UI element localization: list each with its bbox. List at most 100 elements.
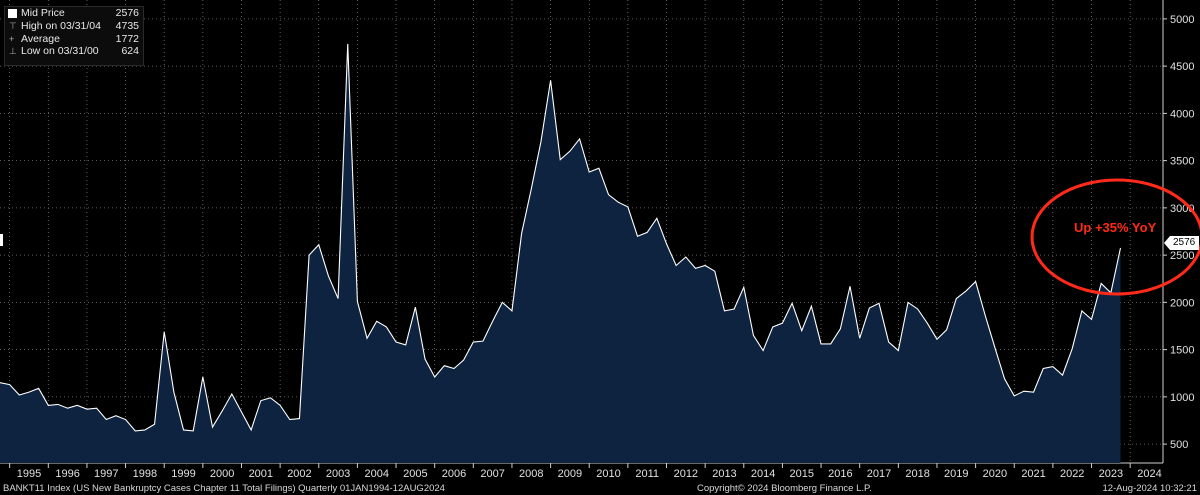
legend-row-low: ⊥ Low on 03/31/00 624 — [5, 45, 143, 58]
data-point — [560, 159, 561, 160]
data-point — [434, 376, 435, 377]
legend-box: Mid Price 2576 ⊤ High on 03/31/04 4735 +… — [4, 6, 144, 66]
data-point — [463, 359, 464, 360]
data-point — [579, 138, 580, 139]
data-point — [666, 243, 667, 244]
data-point — [1101, 283, 1102, 284]
data-point — [154, 424, 155, 425]
x-tick-label: 2009 — [558, 468, 582, 480]
data-point — [77, 405, 78, 406]
data-point — [840, 328, 841, 329]
legend-average-value: 1772 — [115, 32, 139, 45]
low-marker-icon: ⊥ — [9, 46, 17, 57]
data-point — [144, 429, 145, 430]
data-point — [598, 168, 599, 169]
data-point — [67, 408, 68, 409]
data-point — [531, 188, 532, 189]
x-tick-label: 1998 — [133, 468, 157, 480]
data-point — [280, 405, 281, 406]
data-point — [19, 394, 20, 395]
data-point — [1033, 392, 1034, 393]
data-point — [753, 335, 754, 336]
data-point — [936, 339, 937, 340]
data-point — [907, 302, 908, 303]
data-point — [347, 43, 348, 44]
data-point — [811, 306, 812, 307]
data-point — [946, 329, 947, 330]
data-point — [608, 194, 609, 195]
average-marker-icon: + — [9, 33, 15, 44]
x-tick-label: 2000 — [210, 468, 234, 480]
x-tick-label: 2012 — [674, 468, 698, 480]
data-point — [801, 330, 802, 331]
series-area-fill — [0, 43, 1121, 463]
data-point — [309, 255, 310, 256]
x-tick-label: 1995 — [17, 468, 41, 480]
y-tick-label: 4000 — [1170, 108, 1194, 120]
y-tick-label: 4500 — [1170, 61, 1194, 73]
legend-mid-value: 2576 — [115, 7, 139, 19]
x-tick-label: 2005 — [403, 468, 427, 480]
data-point — [820, 343, 821, 344]
yoy-annotation: Up +35% YoY — [1074, 220, 1157, 235]
data-point — [1081, 310, 1082, 311]
footer-timestamp: 12-Aug-2024 10:32:21 — [1102, 483, 1197, 494]
data-point — [270, 397, 271, 398]
x-tick-label: 2022 — [1060, 468, 1084, 480]
data-point — [985, 315, 986, 316]
data-point — [57, 404, 58, 405]
y-tick-label: 2000 — [1170, 297, 1194, 309]
data-point — [917, 308, 918, 309]
x-tick-label: 2023 — [1099, 468, 1123, 480]
data-point — [173, 392, 174, 393]
data-point — [125, 419, 126, 420]
last-value-pointer-icon — [1164, 236, 1170, 250]
data-point — [695, 268, 696, 269]
data-point — [878, 303, 879, 304]
data-point — [164, 331, 165, 332]
data-point — [492, 321, 493, 322]
x-tick-label: 2020 — [983, 468, 1007, 480]
data-point — [38, 388, 39, 389]
x-tick-label: 2010 — [596, 468, 620, 480]
x-tick-label: 2014 — [751, 468, 775, 480]
data-point — [589, 171, 590, 172]
data-point — [193, 430, 194, 431]
data-point — [366, 338, 367, 339]
data-point — [956, 298, 957, 299]
y-tick-label: 1500 — [1170, 345, 1194, 357]
series-line — [0, 43, 1122, 432]
footer-index-description: BANKT11 Index (US New Bankruptcy Cases C… — [3, 483, 445, 494]
data-point — [724, 310, 725, 311]
data-point — [743, 287, 744, 288]
legend-high-value: 4735 — [115, 19, 139, 32]
data-point — [685, 256, 686, 257]
data-point — [927, 323, 928, 324]
x-tick-label: 2007 — [480, 468, 504, 480]
mid-price-swatch — [8, 9, 17, 18]
data-point — [1062, 375, 1063, 376]
data-point — [444, 365, 445, 366]
data-point — [482, 341, 483, 342]
data-point — [1004, 378, 1005, 379]
data-point — [183, 429, 184, 430]
data-point — [656, 218, 657, 219]
data-point — [328, 275, 329, 276]
legend-row-average: + Average 1772 — [5, 33, 143, 46]
x-tick-label: 2017 — [867, 468, 891, 480]
axis-side-marker — [0, 234, 3, 246]
data-point — [647, 232, 648, 233]
data-point — [202, 376, 203, 377]
data-point — [318, 244, 319, 245]
data-point — [898, 350, 899, 351]
data-point — [357, 301, 358, 302]
y-tick-label: 5000 — [1170, 14, 1194, 26]
high-marker-icon: ⊤ — [9, 20, 17, 31]
legend-low-value: 624 — [121, 45, 139, 58]
data-point — [705, 265, 706, 266]
data-point — [830, 343, 831, 344]
data-point — [48, 405, 49, 406]
x-tick-label: 2019 — [944, 468, 968, 480]
last-value-tag: 2576 — [1170, 236, 1199, 250]
